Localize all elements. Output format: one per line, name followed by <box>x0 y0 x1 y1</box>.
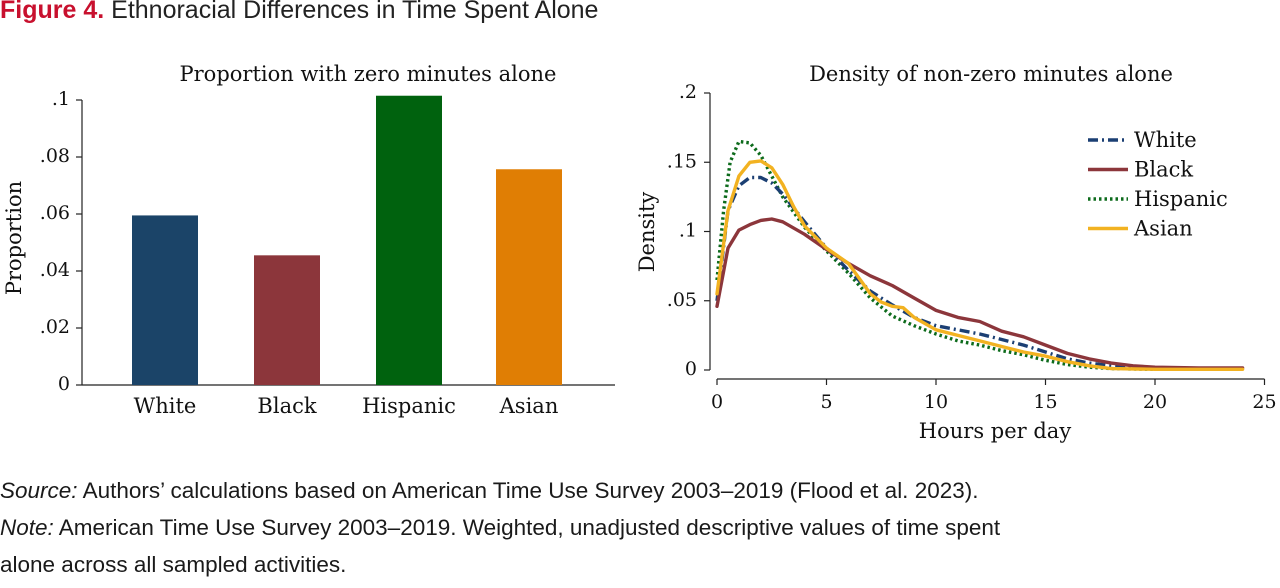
bar-white <box>132 215 198 385</box>
bar-asian <box>496 169 562 385</box>
bar-category-label: White <box>134 394 197 418</box>
bar-y-tick-label: .08 <box>40 145 70 167</box>
bar-category-label: Black <box>257 394 316 418</box>
note-line-1: Note: American Time Use Survey 2003–2019… <box>0 515 1000 541</box>
line-x-axis-label: Hours per day <box>919 419 1072 443</box>
bar-y-tick-label: .1 <box>52 88 70 110</box>
bar-black <box>254 255 320 385</box>
bar-hispanic <box>376 95 442 385</box>
line-y-tick-label: .15 <box>667 150 697 172</box>
line-chart-title: Density of non-zero minutes alone <box>809 62 1173 86</box>
source-text: Authors’ calculations based on American … <box>82 478 979 503</box>
figure-label: Figure 4. <box>0 0 105 24</box>
line-x-tick-label: 0 <box>711 391 723 413</box>
series-line-white <box>715 175 1243 371</box>
line-y-tick-label: 0 <box>685 358 697 380</box>
line-x-tick-label: 5 <box>820 391 832 413</box>
bar-y-tick-label: .04 <box>40 259 70 281</box>
line-y-tick-label: .1 <box>679 220 697 242</box>
bar-y-tick-label: .02 <box>40 316 70 338</box>
line-y-tick-label: .05 <box>667 289 697 311</box>
note-label: Note: <box>0 515 54 540</box>
note-text-2: alone across all sampled activities. <box>0 552 347 577</box>
legend-label-white: White <box>1134 128 1197 152</box>
bar-category-label: Asian <box>499 394 559 418</box>
bar-chart-title: Proportion with zero minutes alone <box>180 62 557 86</box>
bar-y-tick-label: .06 <box>40 202 70 224</box>
bar-y-axis-label: Proportion <box>2 181 26 295</box>
line-x-tick-label: 25 <box>1252 391 1276 413</box>
note-line-2: alone across all sampled activities. <box>0 552 346 578</box>
line-x-tick-label: 20 <box>1143 391 1167 413</box>
line-y-tick-label: .2 <box>679 81 697 103</box>
legend-label-asian: Asian <box>1133 217 1193 241</box>
figure-title-text: Ethnoracial Differences in Time Spent Al… <box>111 0 599 24</box>
line-x-tick-label: 10 <box>924 391 948 413</box>
line-y-axis-label: Density <box>635 192 659 273</box>
series-line-asian <box>715 159 1245 371</box>
series-line-black <box>715 217 1245 370</box>
figure-charts: Proportion with zero minutes alone Propor… <box>2 62 1277 443</box>
line-x-tick-label: 15 <box>1033 391 1057 413</box>
legend-label-hispanic: Hispanic <box>1134 187 1228 211</box>
source-label: Source: <box>0 478 78 503</box>
bar-y-tick-label: 0 <box>58 373 70 395</box>
line-chart-panel: Density of non-zero minutes alone Density… <box>635 62 1277 443</box>
bar-chart-panel: Proportion with zero minutes alone Propor… <box>2 62 615 418</box>
source-note: Source: Authors’ calculations based on A… <box>0 478 979 504</box>
legend-label-black: Black <box>1134 158 1193 182</box>
note-text-1: American Time Use Survey 2003–2019. Weig… <box>58 515 1001 540</box>
figure-title: Figure 4. Ethnoracial Differences in Tim… <box>0 0 598 25</box>
bar-category-label: Hispanic <box>362 394 456 418</box>
